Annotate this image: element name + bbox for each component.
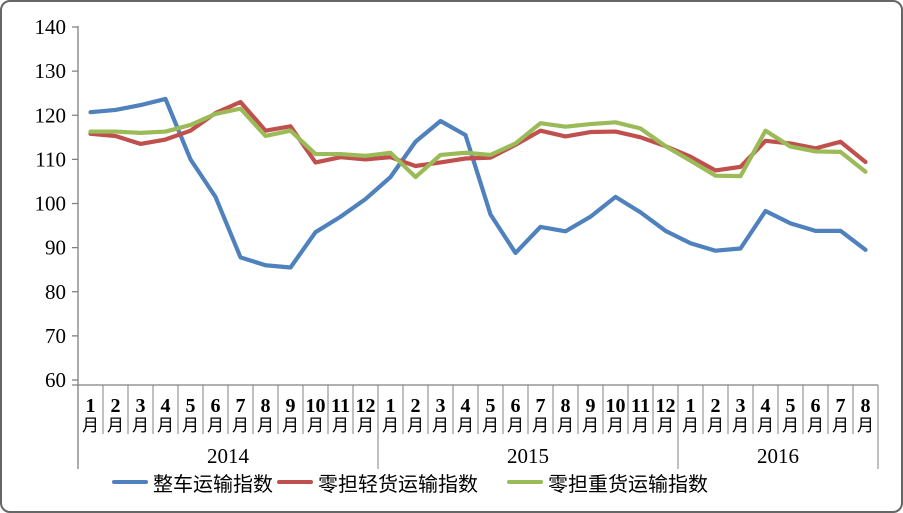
svg-text:9: 9	[286, 395, 296, 417]
svg-text:100: 100	[35, 192, 67, 216]
svg-text:10: 10	[606, 395, 626, 417]
legend: 整车运输指数 零担轻货运输指数 零担重货运输指数	[2, 470, 901, 504]
svg-text:月: 月	[857, 416, 874, 435]
svg-text:1: 1	[86, 395, 96, 417]
svg-text:月: 月	[782, 416, 799, 435]
svg-text:月: 月	[707, 416, 724, 435]
svg-text:3: 3	[436, 395, 446, 417]
svg-text:月: 月	[407, 416, 424, 435]
svg-text:月: 月	[382, 416, 399, 435]
svg-text:月: 月	[582, 416, 599, 435]
svg-text:1: 1	[686, 395, 696, 417]
legend-item-ltl-heavy-goods-index: 零担重货运输指数	[507, 470, 708, 496]
svg-text:140: 140	[35, 15, 67, 39]
legend-item-ltl-light-goods-index: 零担轻货运输指数	[277, 470, 478, 496]
svg-text:月: 月	[607, 416, 624, 435]
legend-label: 整车运输指数	[153, 473, 273, 496]
legend-line-red	[277, 480, 313, 484]
legend-line-green	[507, 480, 543, 484]
svg-text:90: 90	[45, 236, 66, 260]
svg-text:6: 6	[211, 395, 221, 417]
svg-text:5: 5	[486, 395, 496, 417]
svg-text:5: 5	[786, 395, 796, 417]
svg-text:月: 月	[232, 416, 249, 435]
svg-text:11: 11	[631, 395, 650, 417]
svg-text:月: 月	[307, 416, 324, 435]
legend-label: 零担轻货运输指数	[318, 473, 478, 496]
svg-text:8: 8	[261, 395, 271, 417]
svg-text:2: 2	[711, 395, 721, 417]
legend-item-full-truckload-index: 整车运输指数	[112, 470, 273, 496]
y-axis: 140 130 120 110 100 90 80 70 60	[35, 15, 79, 469]
svg-text:10: 10	[306, 395, 326, 417]
svg-text:月: 月	[557, 416, 574, 435]
svg-text:11: 11	[331, 395, 350, 417]
svg-text:12: 12	[356, 395, 376, 417]
svg-text:月: 月	[682, 416, 699, 435]
svg-text:月: 月	[432, 416, 449, 435]
svg-text:月: 月	[632, 416, 649, 435]
svg-text:月: 月	[132, 416, 149, 435]
svg-text:2015: 2015	[507, 444, 549, 468]
svg-text:6: 6	[511, 395, 521, 417]
svg-text:8: 8	[561, 395, 571, 417]
svg-text:110: 110	[35, 147, 66, 171]
svg-text:月: 月	[732, 416, 749, 435]
svg-text:7: 7	[236, 395, 246, 417]
svg-text:5: 5	[186, 395, 196, 417]
svg-text:3: 3	[136, 395, 146, 417]
svg-text:月: 月	[207, 416, 224, 435]
legend-label: 零担重货运输指数	[548, 473, 708, 496]
svg-text:月: 月	[657, 416, 674, 435]
svg-text:月: 月	[507, 416, 524, 435]
svg-text:80: 80	[45, 280, 66, 304]
svg-text:3: 3	[736, 395, 746, 417]
svg-text:70: 70	[45, 324, 66, 348]
svg-text:4: 4	[461, 395, 471, 417]
svg-text:月: 月	[482, 416, 499, 435]
svg-text:月: 月	[332, 416, 349, 435]
svg-text:月: 月	[257, 416, 274, 435]
svg-text:月: 月	[82, 416, 99, 435]
svg-text:9: 9	[586, 395, 596, 417]
svg-text:12: 12	[656, 395, 676, 417]
svg-text:8: 8	[861, 395, 871, 417]
svg-text:7: 7	[536, 395, 546, 417]
svg-text:月: 月	[457, 416, 474, 435]
series-lines	[88, 96, 868, 270]
svg-text:月: 月	[282, 416, 299, 435]
svg-text:1: 1	[386, 395, 396, 417]
svg-text:120: 120	[35, 103, 67, 127]
svg-text:2016: 2016	[757, 444, 799, 468]
svg-text:月: 月	[832, 416, 849, 435]
svg-text:130: 130	[35, 59, 67, 83]
svg-text:7: 7	[836, 395, 846, 417]
svg-text:月: 月	[182, 416, 199, 435]
svg-text:4: 4	[761, 395, 771, 417]
svg-text:2014: 2014	[207, 444, 250, 468]
svg-text:60: 60	[45, 368, 66, 392]
svg-text:月: 月	[107, 416, 124, 435]
x-axis-month-table: 1月2月3月4月5月6月7月8月9月10月11月12月20141月2月3月4月5…	[72, 384, 879, 469]
svg-text:月: 月	[807, 416, 824, 435]
svg-text:4: 4	[161, 395, 171, 417]
legend-line-blue	[112, 480, 148, 484]
svg-text:月: 月	[157, 416, 174, 435]
svg-text:2: 2	[411, 395, 421, 417]
svg-text:月: 月	[532, 416, 549, 435]
svg-text:月: 月	[757, 416, 774, 435]
svg-text:6: 6	[811, 395, 821, 417]
svg-text:2: 2	[111, 395, 121, 417]
svg-text:月: 月	[357, 416, 374, 435]
